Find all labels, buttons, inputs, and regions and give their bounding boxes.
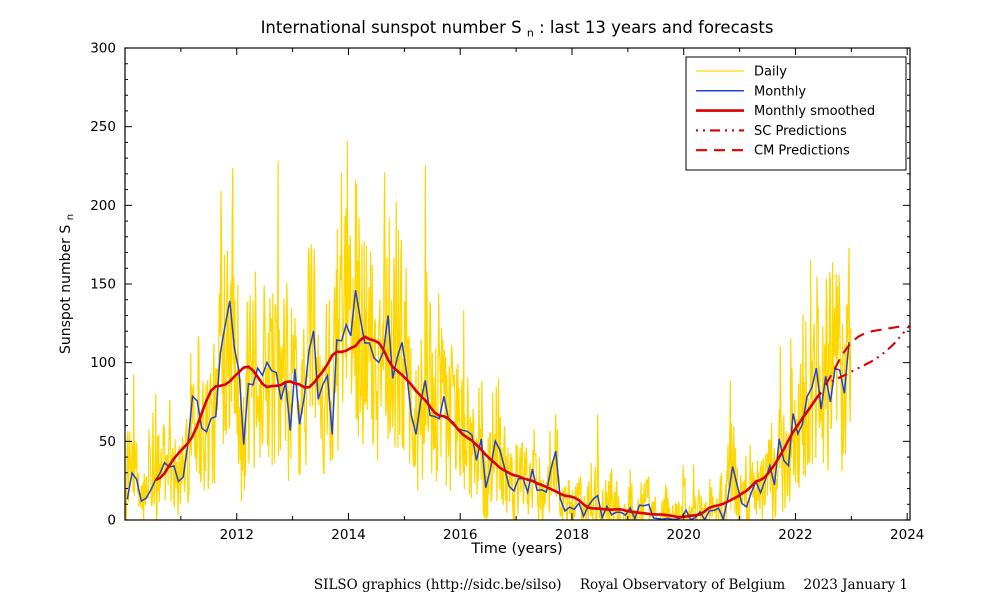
axis-ticks-group: 2012 2014 2016 2018 2020 2022 2024 0 50 100 150 200…	[90, 41, 924, 544]
series-monthly	[126, 289, 850, 520]
chart-title-suffix: : last 13 years and forecasts	[539, 18, 773, 37]
chart-title-subscript: n	[527, 27, 534, 40]
series-daily	[125, 141, 852, 520]
footer-organization: Royal Observatory of Belgium	[580, 577, 786, 593]
x-tick-label: 2024	[890, 527, 924, 543]
y-axis-label: Sunspot number S n	[58, 214, 76, 354]
y-tick-label: 250	[90, 119, 116, 135]
x-tick-label: 2022	[778, 527, 812, 543]
x-tick-label: 2012	[220, 527, 254, 543]
y-tick-label: 0	[107, 513, 116, 529]
x-tick-label: 2020	[667, 527, 701, 543]
x-axis-label: Time (years)	[470, 541, 562, 557]
series-monthly-smoothed	[154, 335, 823, 519]
series-cm-prediction	[824, 323, 906, 386]
y-tick-label: 200	[90, 198, 116, 214]
legend-entry-label: Monthly	[754, 84, 806, 99]
x-tick-label: 2016	[443, 527, 477, 543]
legend-box: Daily Monthly Monthly smoothed SC Predictio…	[685, 56, 907, 171]
y-tick-label: 50	[99, 434, 116, 450]
y-axis-label-subscript: n	[65, 214, 76, 220]
legend-entry-label: Monthly smoothed	[754, 104, 875, 119]
footer-date: 2023 January 1	[803, 577, 908, 593]
chart-series-group	[125, 141, 910, 520]
y-tick-label: 300	[90, 41, 116, 57]
legend-entry-label: SC Predictions	[754, 124, 847, 139]
footer-credit: SILSO graphics (http://sidc.be/silso)	[314, 577, 562, 593]
x-tick-label: 2014	[331, 527, 365, 543]
footer-credit-line: SILSO graphics (http://sidc.be/silso) Ro…	[314, 577, 908, 593]
chart-title-text: International sunspot number S	[261, 18, 522, 37]
y-tick-label: 150	[90, 277, 116, 293]
y-tick-label: 100	[90, 355, 116, 371]
y-axis-label-text: Sunspot number S	[58, 225, 74, 354]
chart-title: International sunspot number S n : last …	[261, 18, 774, 41]
x-tick-label: 2018	[555, 527, 589, 543]
series-sc-prediction	[825, 325, 910, 386]
legend-entry-label: CM Predictions	[754, 144, 850, 159]
legend-entry-label: Daily	[754, 65, 787, 80]
